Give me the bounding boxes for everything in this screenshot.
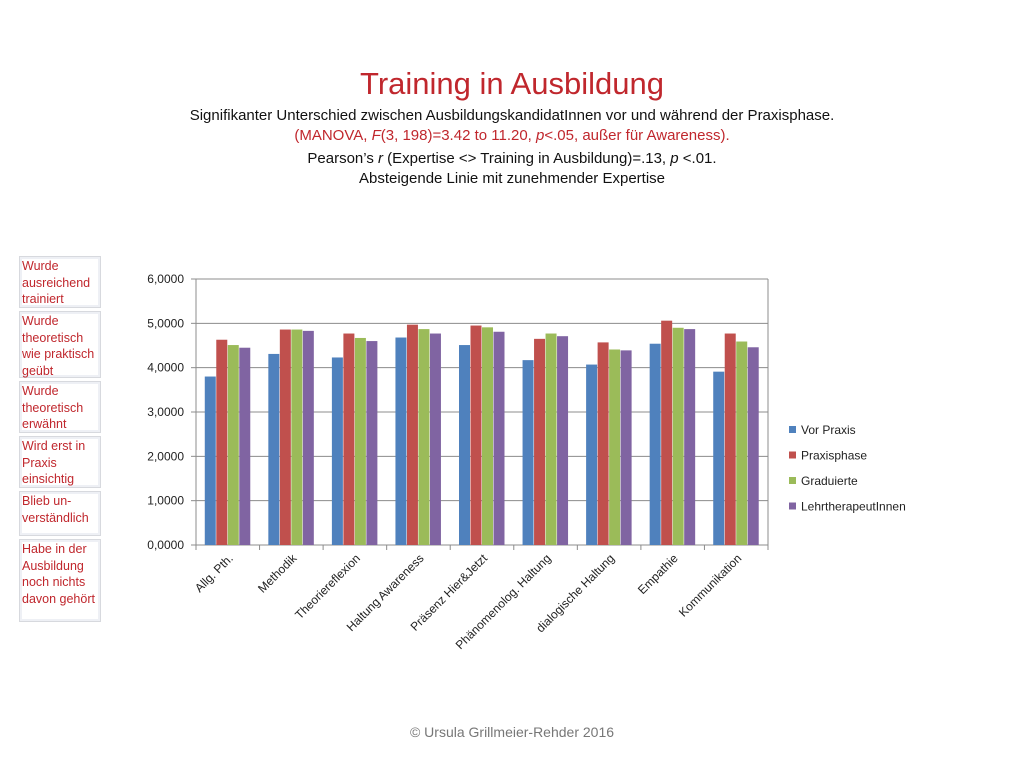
bar-1-2 [268,353,280,545]
x-tick-label: Theoriereflexion [292,551,363,622]
bar-3-1 [227,345,239,545]
subtitle-line-3-b: r [378,150,384,167]
subtitle-line-3: Pearson’s r (Expertise <> Training in Au… [0,149,1024,169]
bar-4-5 [493,331,505,545]
subtitle-line-3-e: <.01. [678,150,717,167]
y-tick-label: 5,0000 [147,316,184,330]
x-tick-label: Empathie [635,551,681,597]
bar-3-8 [672,327,684,545]
legend-label-3: Graduierte [801,474,858,488]
bar-3-9 [736,341,748,545]
subtitle-line-2-e: <.05, außer für Awareness). [544,127,730,144]
x-tick-label: Allg. Pth. [192,551,236,595]
legend-label-2: Praxisphase [801,449,867,463]
bar-4-1 [239,347,251,545]
y-tick-label: 4,0000 [147,361,184,375]
bar-2-7 [597,342,609,545]
bar-1-9 [713,371,725,545]
bar-1-7 [586,364,598,545]
subtitle-line-2-d: p [536,127,545,144]
bar-2-8 [661,320,673,545]
y-tick-label: 0,0000 [147,538,184,552]
scale-item-6: Habe in der Ausbildung noch nichts davon… [19,539,101,622]
bar-4-7 [620,350,632,545]
scale-item-3: Wurde theoretisch erwähnt [19,381,101,433]
bar-1-3 [331,357,343,545]
x-tick-label: Kommunikation [676,551,744,619]
footer-copyright: © Ursula Grillmeier-Rehder 2016 [409,724,615,740]
subtitle-line-2: (MANOVA, F(3, 198)=3.42 to 11.20, p<.05,… [0,126,1024,146]
bar-2-1 [216,339,228,545]
subtitle-line-2-b: F [371,127,381,144]
legend-label-1: Vor Praxis [801,423,856,437]
legend-swatch-3 [789,477,796,484]
legend-swatch-1 [789,426,796,433]
bar-4-4 [429,333,441,545]
bar-4-2 [302,330,314,545]
bar-2-2 [279,329,291,545]
scale-item-1: Wurde ausreichend trainiert [19,256,101,308]
legend-swatch-2 [789,451,796,459]
bar-1-1 [204,376,216,545]
scale-item-2: Wurde theoretisch wie praktisch geübt [19,311,101,378]
rating-scale-legend: Wurde ausreichend trainiert Wurde theore… [19,256,101,622]
subtitle-line-3-c: (Expertise <> Training in Ausbildung)=.1… [383,150,671,167]
bar-1-8 [649,343,661,545]
subtitle-line-2-a: (MANOVA, [294,127,372,144]
scale-item-5: Blieb un-verständlich [19,491,101,536]
bar-3-7 [609,349,621,545]
y-tick-label: 3,0000 [147,405,184,419]
bar-3-4 [418,329,430,545]
bar-1-5 [459,345,470,545]
subtitle-line-3-a: Pearson’s [307,150,379,167]
slide-title: Training in Ausbildung [360,66,664,101]
bar-3-3 [354,337,366,545]
bar-4-6 [557,336,569,545]
legend-swatch-4 [789,502,796,510]
bar-3-6 [545,333,557,545]
bar-1-6 [522,360,534,545]
bar-2-9 [724,333,736,545]
bar-1-4 [395,337,407,545]
subtitle-line-2-c: (3, 198)=3.42 to 11.20, [380,127,537,144]
bar-2-5 [470,325,482,545]
subtitle-line-4: Absteigende Linie mit zunehmender Expert… [358,170,665,187]
y-tick-label: 2,0000 [147,449,184,463]
bar-4-3 [366,341,378,545]
bar-2-4 [406,324,418,545]
bar-3-2 [291,329,303,545]
subtitle-line-3-d: p [670,150,679,167]
legend-label-4: LehrtherapeutInnen [801,500,906,514]
x-tick-label: Methodik [255,551,300,596]
bar-4-9 [747,347,759,545]
y-tick-label: 6,0000 [147,272,184,286]
bar-4-8 [684,329,696,545]
bar-2-6 [534,338,546,545]
y-tick-label: 1,0000 [147,494,184,508]
bar-2-3 [343,333,355,545]
scale-item-4: Wird erst in Praxis einsichtig [19,436,101,488]
bar-3-5 [482,327,493,545]
subtitle-line-1: Signifikanter Unterschied zwischen Ausbi… [189,107,835,124]
